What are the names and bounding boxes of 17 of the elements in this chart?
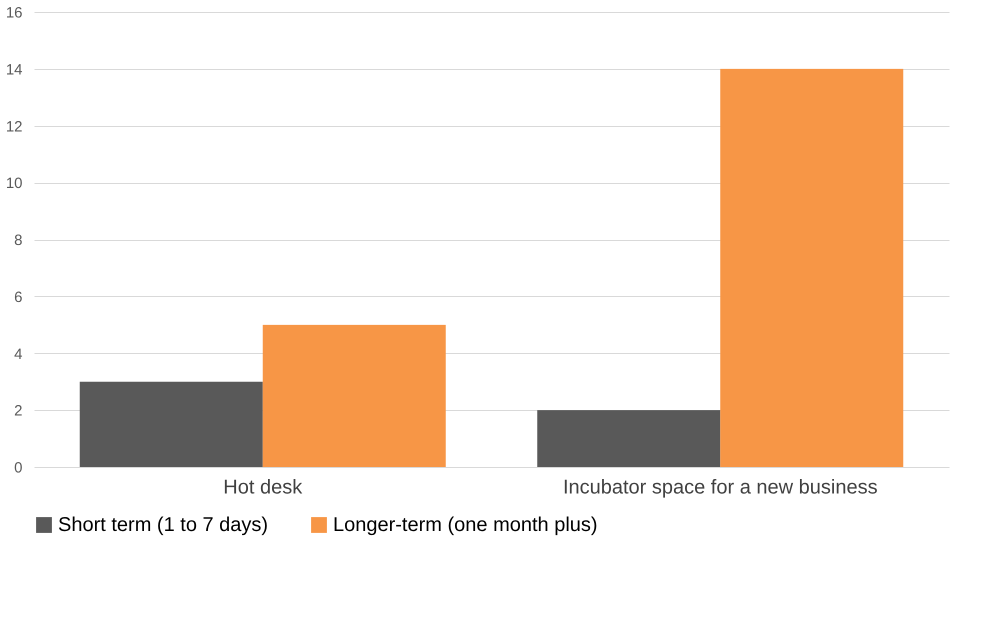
bar xyxy=(262,324,446,467)
legend-label: Short term (1 to 7 days) xyxy=(58,514,268,536)
bar xyxy=(80,382,263,467)
y-tick-label: 10 xyxy=(6,175,22,192)
y-tick-label: 12 xyxy=(6,118,22,136)
y-tick-label: 14 xyxy=(6,61,22,78)
y-tick-label: 4 xyxy=(14,346,22,363)
bar xyxy=(720,68,904,467)
y-tick-label: 6 xyxy=(14,288,22,306)
x-tick-label: Incubator space for a new business xyxy=(562,476,878,498)
legend-label: Longer-term (one month plus) xyxy=(333,514,598,536)
y-tick-label: 2 xyxy=(14,402,22,420)
x-tick-label: Hot desk xyxy=(223,476,304,498)
bar xyxy=(537,410,720,467)
y-tick-label: 8 xyxy=(14,232,22,249)
y-tick-label: 0 xyxy=(14,460,22,476)
y-tick-label: 16 xyxy=(6,4,22,22)
